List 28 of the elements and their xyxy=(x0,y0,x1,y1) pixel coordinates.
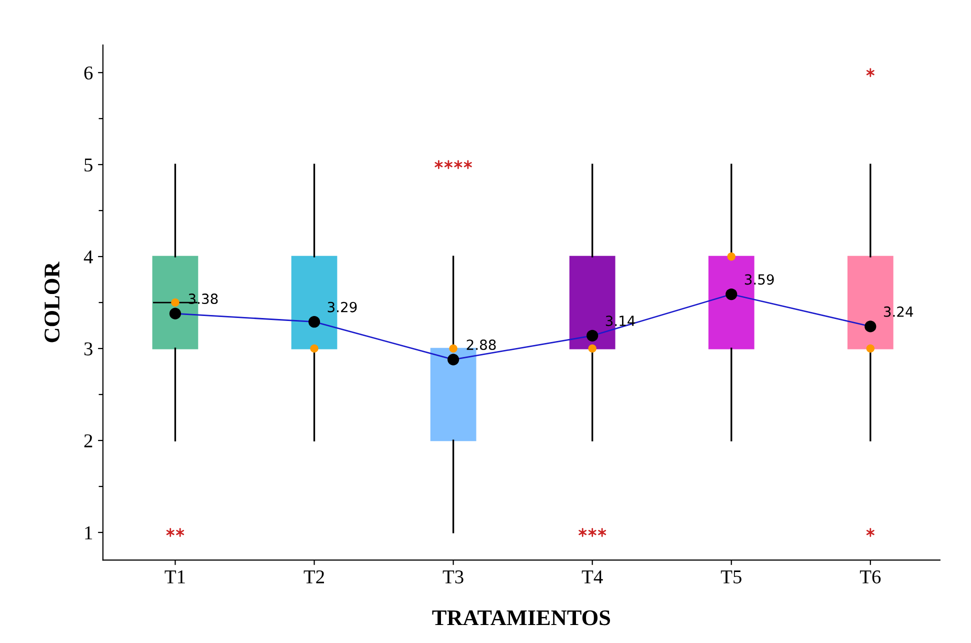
point xyxy=(171,298,180,307)
point xyxy=(726,288,738,300)
y-tick-label: 4 xyxy=(84,250,93,264)
y-axis-title: COLOR xyxy=(44,262,60,342)
y-tick-label: 3 xyxy=(84,342,92,356)
x-tick-label: T6 xyxy=(860,570,881,584)
data-label: 3.24 xyxy=(884,306,914,317)
point xyxy=(586,330,598,342)
y-tick-label: 1 xyxy=(85,526,92,540)
point xyxy=(308,316,320,328)
x-tick-label: T3 xyxy=(442,570,464,584)
y-tick-label: 2 xyxy=(84,434,92,448)
x-tick-label: T4 xyxy=(582,570,603,584)
point xyxy=(727,252,736,261)
y-tick-label: 6 xyxy=(84,66,93,80)
data-label: 2.88 xyxy=(466,340,496,350)
x-tick-label: T5 xyxy=(720,570,742,584)
x-tick-label: T2 xyxy=(304,570,324,584)
point xyxy=(588,344,596,353)
point xyxy=(310,344,318,353)
point xyxy=(866,344,875,353)
point xyxy=(169,308,182,320)
x-axis-title: TRATAMIENTOS xyxy=(432,610,610,626)
point xyxy=(449,344,458,353)
y-tick-label: 5 xyxy=(84,158,92,172)
point xyxy=(864,320,876,332)
x-tick-label: T1 xyxy=(164,570,185,584)
point xyxy=(447,354,460,366)
